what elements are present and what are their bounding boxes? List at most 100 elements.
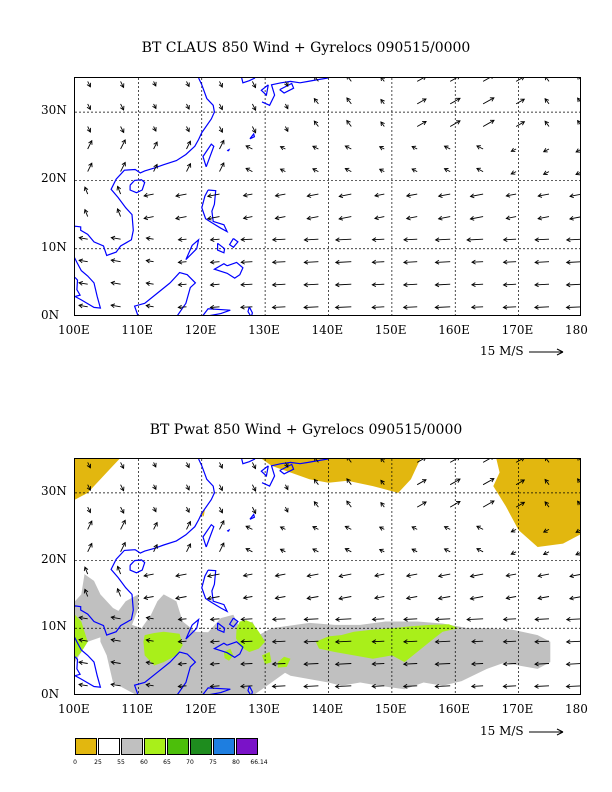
- wind-vector: [380, 479, 385, 485]
- wind-vector: [87, 139, 93, 150]
- wind-vector: [145, 281, 154, 286]
- wind-vector: [338, 573, 352, 579]
- wind-vector: [405, 595, 418, 601]
- panel2-xtick: 160E: [438, 702, 470, 716]
- wind-vector: [152, 462, 157, 468]
- precipitable-water-region: [75, 614, 88, 659]
- wind-vector: [544, 97, 550, 105]
- colorbar-label: 25: [94, 759, 102, 766]
- wind-vector: [466, 237, 484, 243]
- wind-vector: [537, 595, 550, 601]
- coastline: [185, 617, 200, 640]
- wind-vector: [251, 81, 257, 89]
- coastline: [249, 513, 256, 520]
- wind-vector: [120, 81, 125, 89]
- wind-vector: [306, 573, 319, 578]
- wind-vector: [145, 236, 154, 241]
- coastline: [201, 569, 229, 613]
- wind-vector: [416, 98, 427, 105]
- wind-vector: [416, 501, 427, 508]
- wind-vector: [152, 103, 157, 110]
- wind-vector: [416, 459, 426, 463]
- wind-vector: [374, 572, 385, 578]
- wind-vector: [120, 462, 125, 470]
- wind-vector: [83, 566, 89, 575]
- panel1-xtick: 130E: [248, 323, 280, 337]
- wind-vector: [116, 185, 122, 195]
- wind-vector: [482, 478, 495, 486]
- wind-vector: [271, 683, 286, 689]
- wind-vector: [403, 237, 418, 243]
- coastline: [75, 459, 216, 688]
- wind-vector: [378, 548, 385, 554]
- wind-vector: [542, 550, 550, 556]
- wind-vector: [471, 639, 484, 644]
- wind-vector: [279, 526, 286, 531]
- wind-vector: [206, 215, 220, 221]
- wind-vector: [575, 551, 580, 556]
- wind-vector: [83, 208, 89, 217]
- wind-vector: [110, 235, 121, 241]
- wind-vector: [565, 282, 580, 288]
- panel1-map: [74, 77, 581, 316]
- wind-vector: [346, 459, 352, 463]
- wind-vector: [242, 192, 253, 198]
- wind-vector: [78, 682, 88, 688]
- wind-vector: [303, 282, 319, 288]
- wind-vector: [313, 97, 319, 105]
- wind-vector: [153, 141, 158, 150]
- wind-vector: [470, 282, 484, 288]
- wind-vector: [177, 282, 187, 288]
- wind-vector: [314, 459, 319, 463]
- wind-vector: [143, 595, 154, 601]
- wind-vector: [185, 506, 190, 514]
- wind-vector: [271, 282, 286, 288]
- wind-vector: [449, 478, 461, 486]
- wind-vector: [120, 161, 126, 172]
- wind-vector: [242, 572, 253, 578]
- colorbar-label: 55: [117, 759, 125, 766]
- wind-vector: [284, 103, 289, 110]
- coastline: [247, 685, 254, 694]
- wind-vector: [306, 595, 319, 601]
- reference-arrow-icon: [529, 728, 564, 735]
- wind-vector: [206, 193, 220, 199]
- coastline: [241, 459, 256, 465]
- wind-vector: [402, 683, 418, 689]
- wind-vector: [152, 126, 157, 132]
- wind-vector: [284, 484, 289, 491]
- coastline: [75, 78, 216, 309]
- wind-vector: [416, 479, 427, 486]
- wind-vector: [312, 526, 319, 531]
- reference-arrow-icon: [529, 348, 564, 355]
- wind-vector: [505, 595, 517, 601]
- panel2-xtick: 150E: [374, 702, 407, 716]
- wind-vector: [371, 661, 385, 667]
- wind-vector: [83, 186, 89, 195]
- wind-vector: [334, 684, 352, 689]
- wind-vector: [471, 259, 484, 265]
- panel1-ytick: 0N: [41, 308, 60, 322]
- precipitable-water-region: [200, 509, 205, 517]
- wind-vector: [510, 550, 517, 555]
- wind-vector: [371, 639, 385, 644]
- precipitable-water-region: [262, 652, 272, 665]
- wind-vector: [502, 259, 517, 265]
- wind-vector: [251, 506, 257, 515]
- wind-vector: [344, 167, 352, 173]
- wind-vector: [209, 616, 220, 622]
- wind-vector: [271, 616, 286, 622]
- wind-vector: [145, 258, 154, 264]
- coastline: [201, 189, 229, 233]
- wind-vector: [279, 145, 286, 151]
- wind-vector: [534, 282, 550, 288]
- wind-vector: [120, 484, 125, 492]
- wind-vector: [469, 573, 484, 579]
- wind-vector: [537, 193, 550, 198]
- colorbar-swatch: [75, 738, 97, 755]
- wind-vector: [476, 167, 484, 173]
- wind-vector: [209, 259, 220, 265]
- wind-vector: [175, 193, 187, 198]
- wind-vector: [185, 484, 190, 491]
- wind-vector: [402, 639, 418, 645]
